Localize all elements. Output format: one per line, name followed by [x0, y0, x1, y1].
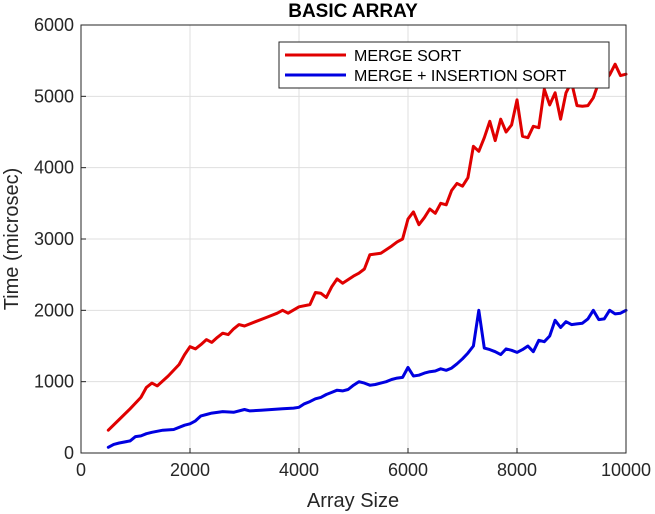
- y-tick-label: 4000: [34, 158, 74, 178]
- x-tick-label: 6000: [388, 460, 428, 480]
- legend-label-merge-insertion-sort: MERGE + INSERTION SORT: [354, 68, 567, 85]
- y-tick-label: 1000: [34, 372, 74, 392]
- y-tick-label: 3000: [34, 229, 74, 249]
- legend-box: [278, 41, 610, 89]
- legend-label-merge-sort: MERGE SORT: [354, 48, 462, 65]
- chart-title: BASIC ARRAY: [288, 1, 418, 22]
- x-tick-label: 2000: [170, 460, 210, 480]
- y-tick-labels: 0 1000 2000 3000 4000 5000 6000: [34, 15, 86, 463]
- x-tick-label: 8000: [497, 460, 537, 480]
- x-tick-label: 4000: [279, 460, 319, 480]
- y-axis-label: Time (microsec): [1, 168, 23, 311]
- x-tick-label: 10000: [601, 460, 651, 480]
- series-group: [106, 62, 628, 449]
- legend: MERGE SORT MERGE + INSERTION SORT: [278, 41, 610, 89]
- x-tick-labels: 0 2000 4000 6000 8000 10000: [76, 448, 651, 480]
- y-tick-label: 5000: [34, 86, 74, 106]
- series-line-merge-insertion-sort: [106, 308, 628, 449]
- x-axis-label: Array Size: [307, 490, 399, 512]
- y-tick-label: 0: [64, 443, 74, 463]
- y-tick-label: 6000: [34, 15, 74, 35]
- x-tick-label: 0: [76, 460, 86, 480]
- series-line-merge-sort: [106, 62, 628, 432]
- y-tick-label: 2000: [34, 300, 74, 320]
